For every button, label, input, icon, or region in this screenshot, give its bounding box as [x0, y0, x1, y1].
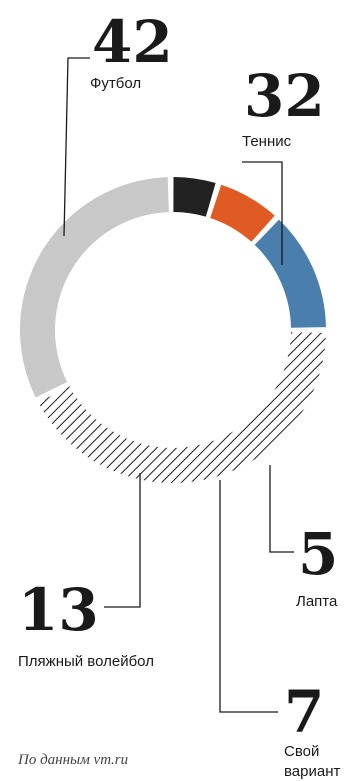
value-label-own: 7 — [284, 678, 324, 746]
source-note: По данным vm.ru — [18, 752, 129, 768]
value-label-volleyball: 13 — [18, 576, 99, 644]
leader-tennis — [242, 161, 283, 265]
value-label-lapta: 5 — [298, 520, 338, 588]
leader-volleyball — [104, 473, 141, 608]
category-label-lapta: Лапта — [296, 593, 338, 610]
slice-volleyball — [254, 219, 326, 328]
value-label-football: 42 — [92, 8, 173, 76]
category-label-own-line2: вариант — [284, 763, 340, 780]
slice-lapta — [173, 177, 216, 217]
slice-own-variant — [210, 184, 275, 242]
leader-lapta — [269, 465, 294, 553]
leader-football — [63, 57, 90, 237]
category-label-volleyball: Пляжный волейбол — [18, 653, 154, 670]
category-label-own-line1: Свой — [284, 743, 319, 760]
leader-own — [219, 480, 278, 713]
slice-tennis — [20, 177, 169, 398]
slice-football — [38, 332, 326, 483]
value-label-tennis: 32 — [244, 62, 325, 130]
category-label-football: Футбол — [90, 75, 141, 92]
category-label-tennis: Теннис — [242, 133, 292, 150]
